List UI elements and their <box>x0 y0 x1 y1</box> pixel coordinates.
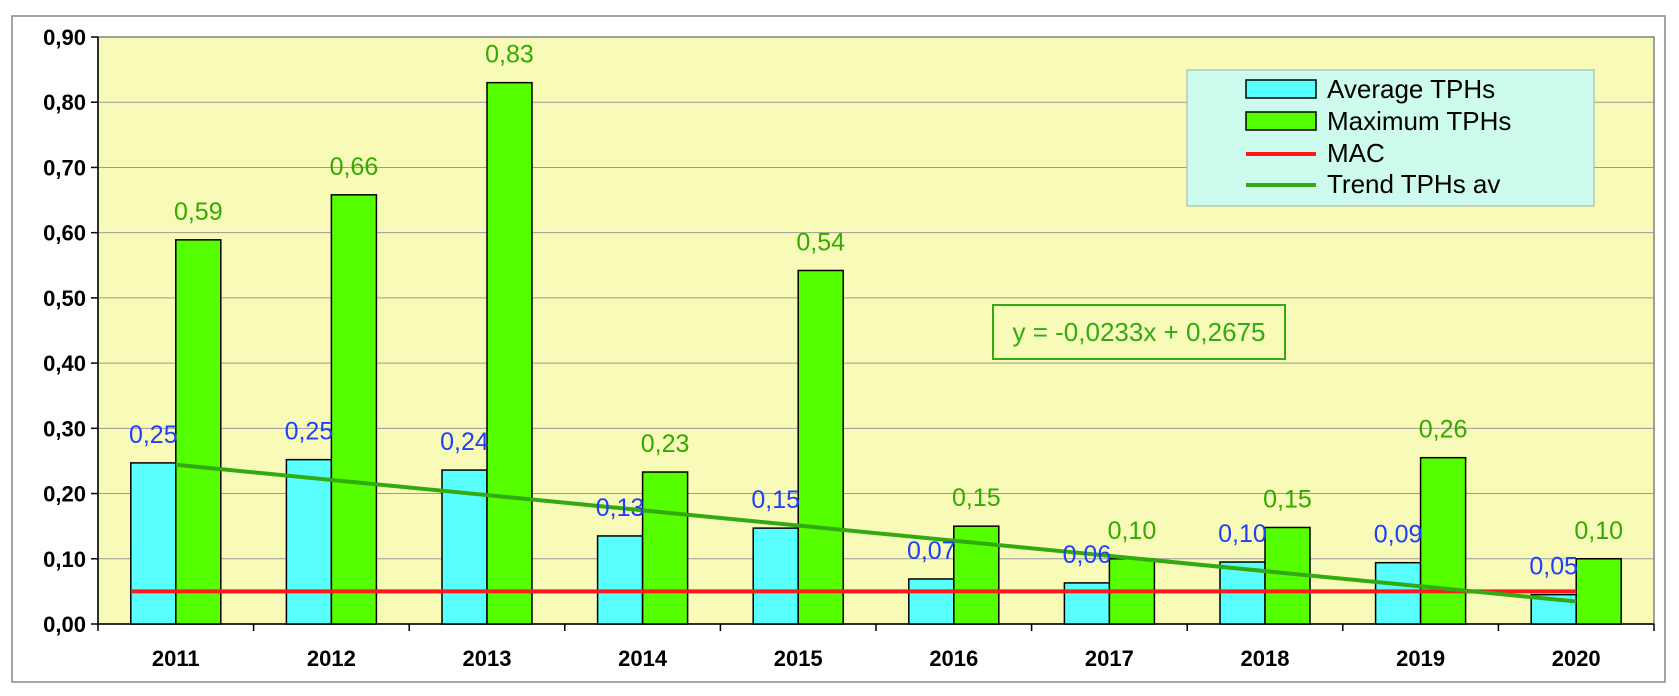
data-label-maximum: 0,10 <box>1108 517 1157 545</box>
legend: Average TPHs Maximum TPHs MAC Trend TPHs… <box>1186 69 1595 207</box>
y-tick-label: 0,30 <box>43 416 86 441</box>
bar-maximum <box>486 81 533 625</box>
y-tick-label: 0,60 <box>43 221 86 246</box>
bar-average <box>285 458 333 625</box>
legend-swatch-average <box>1245 79 1317 99</box>
legend-swatch-maximum <box>1245 111 1317 131</box>
x-tick-label: 2016 <box>929 646 978 671</box>
x-tick-label: 2015 <box>774 646 823 671</box>
bar-maximum <box>1419 456 1467 625</box>
bar-maximum <box>797 269 844 625</box>
y-tick-label: 0,90 <box>43 25 86 50</box>
data-labels: 0,25 0,25 0,240,13 0,150,07 0,060,10 0,090,05… <box>129 41 1623 581</box>
data-label-average: 0,24 <box>440 428 489 456</box>
x-axis: 2011 2012 2013 2014 2015 2016 2017 2018 2019 2020 <box>97 623 1655 671</box>
x-tick-label: 2012 <box>307 646 356 671</box>
data-label-maximum: 0,26 <box>1419 416 1468 444</box>
data-label-maximum: 0,10 <box>1574 517 1623 545</box>
data-label-maximum: 0,54 <box>796 228 845 256</box>
x-tick-label: 2019 <box>1396 646 1445 671</box>
y-tick-label: 0,80 <box>43 90 86 115</box>
bar-maximum <box>641 471 689 625</box>
data-label-maximum: 0,15 <box>1263 485 1312 513</box>
x-tick-label: 2017 <box>1085 646 1134 671</box>
legend-label-mac: MAC <box>1327 138 1385 168</box>
trend-line <box>175 462 1577 604</box>
y-axis: 0,00 0,10 0,20 0,30 0,40 0,50 0,60 0,70 0,80 0,90 <box>43 25 99 637</box>
legend-label-average: Average TPHs <box>1327 74 1495 104</box>
bar-maximum <box>330 194 378 625</box>
y-tick-label: 0,40 <box>43 351 86 376</box>
bar-maximum <box>175 239 222 625</box>
x-tick-label: 2014 <box>618 646 668 671</box>
bar-average <box>130 462 177 625</box>
data-label-maximum: 0,66 <box>330 153 379 181</box>
data-label-maximum: 0,59 <box>174 198 223 226</box>
data-label-average: 0,05 <box>1529 553 1578 581</box>
y-tick-label: 0,00 <box>43 612 86 637</box>
lines <box>130 462 1577 604</box>
y-tick-label: 0,50 <box>43 286 86 311</box>
x-tick-label: 2018 <box>1241 646 1290 671</box>
x-tick-label: 2013 <box>463 646 512 671</box>
y-tick-label: 0,70 <box>43 155 86 180</box>
x-tick-label: 2020 <box>1552 646 1601 671</box>
data-label-maximum: 0,83 <box>485 41 534 69</box>
data-label-maximum: 0,23 <box>641 430 690 458</box>
data-label-average: 0,13 <box>596 494 645 522</box>
x-tick-label: 2011 <box>152 646 200 671</box>
data-label-maximum: 0,15 <box>952 484 1001 512</box>
data-label-average: 0,09 <box>1374 521 1423 549</box>
trend-equation-box: y = -0,0233x + 0,2675 <box>992 304 1286 360</box>
data-label-average: 0,25 <box>129 421 178 449</box>
data-label-average: 0,10 <box>1218 520 1267 548</box>
data-label-average: 0,06 <box>1063 541 1112 569</box>
y-tick-label: 0,20 <box>43 482 86 507</box>
data-label-average: 0,07 <box>907 537 956 565</box>
legend-label-trend: Trend TPHs av <box>1327 169 1500 199</box>
bar-average <box>752 527 799 625</box>
data-label-average: 0,25 <box>285 418 334 446</box>
bar-average <box>908 578 955 625</box>
bar-average <box>1063 582 1111 625</box>
bar-maximum <box>1575 558 1622 625</box>
y-tick-label: 0,10 <box>43 547 86 572</box>
trend-equation: y = -0,0233x + 0,2675 <box>1013 317 1266 347</box>
legend-label-maximum: Maximum TPHs <box>1327 106 1511 136</box>
data-label-average: 0,15 <box>751 486 800 514</box>
bar-average <box>596 535 644 625</box>
